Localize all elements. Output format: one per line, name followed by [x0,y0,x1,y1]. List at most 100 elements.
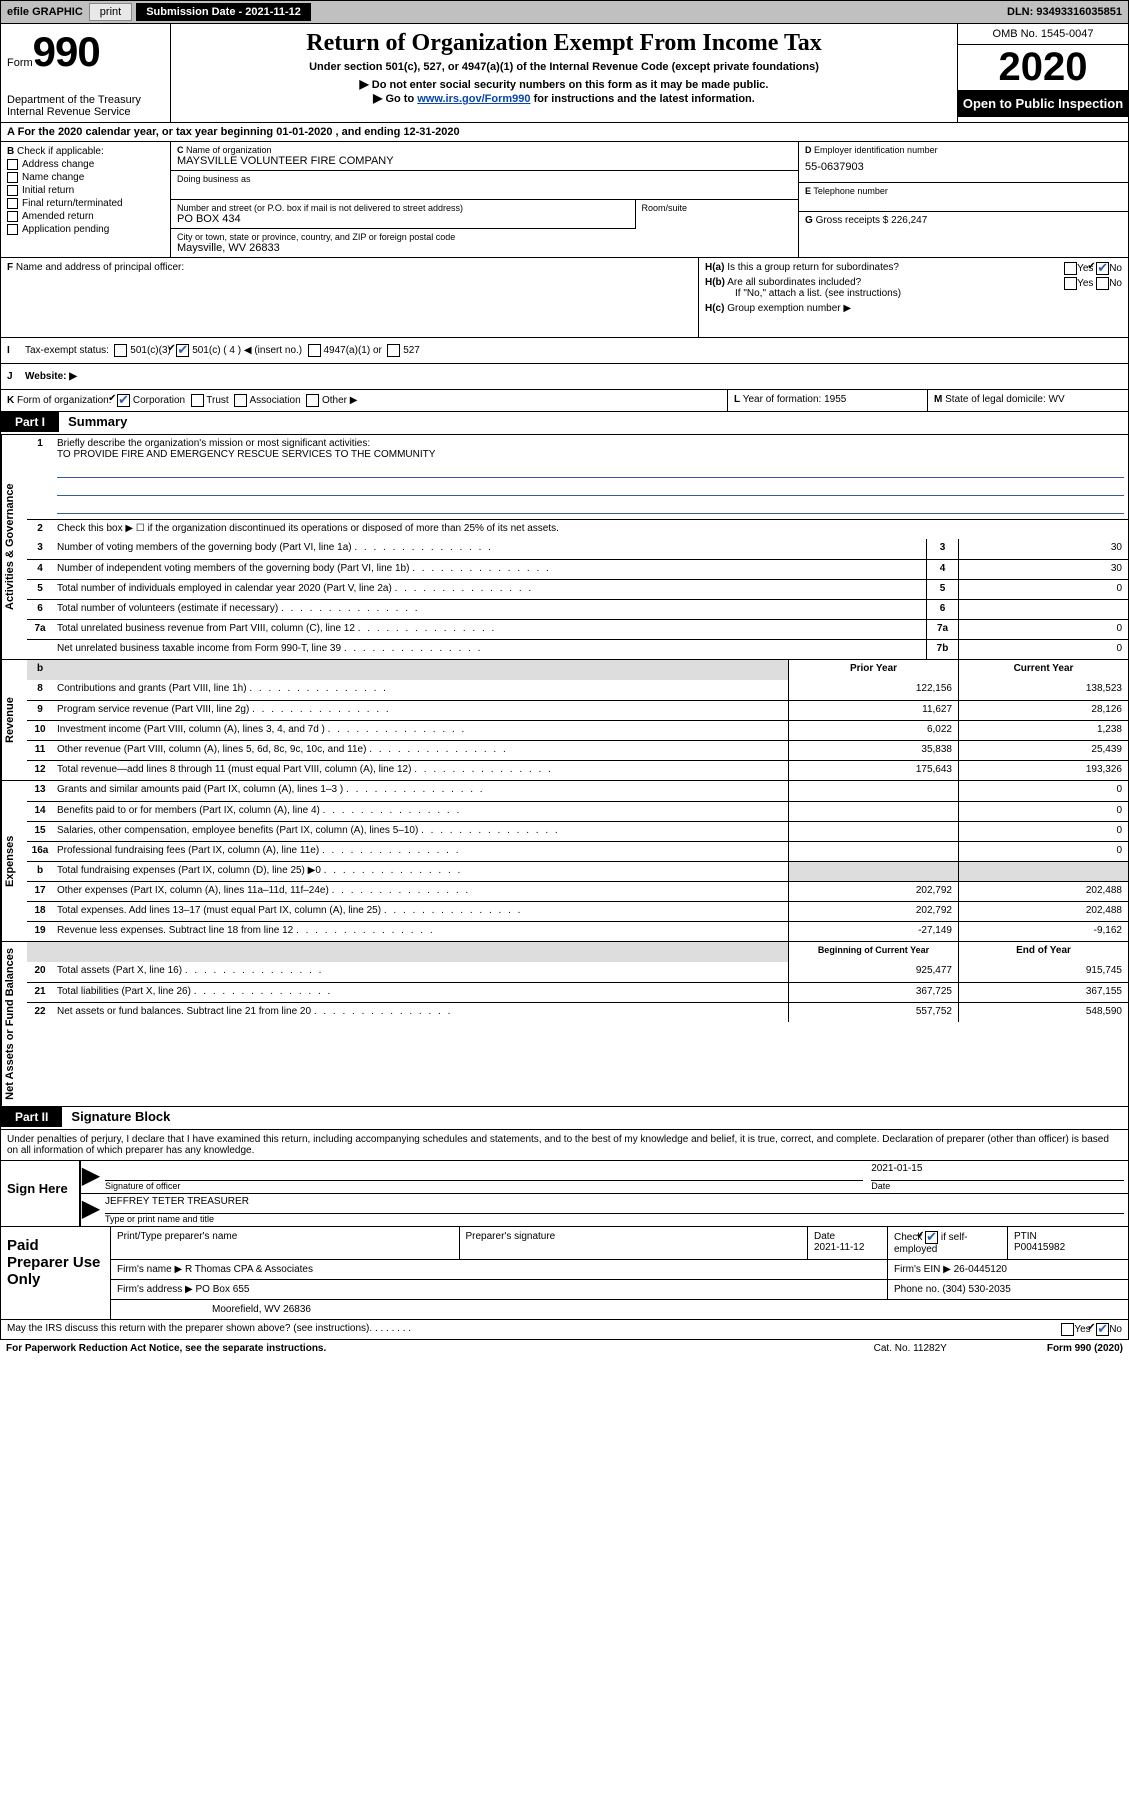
signature-block: Sign Here ▶ Signature of officer 2021-01… [0,1161,1129,1227]
department-text: Department of the Treasury [7,94,164,106]
line-no: 22 [27,1003,53,1022]
prior-value: 35,838 [788,741,958,760]
line-ref: 4 [926,560,958,579]
chk-other[interactable] [306,394,319,407]
line-no: 8 [27,680,53,700]
side-governance: Activities & Governance [1,435,27,659]
line-ref: 7b [926,640,958,659]
row-klm: K Form of organization: Corporation Trus… [0,390,1129,412]
chk-final-return[interactable] [7,198,18,209]
arrow-icon: ▶ [81,1194,101,1226]
line-text: Total number of volunteers (estimate if … [53,600,926,619]
print-button[interactable]: print [89,3,132,21]
instr-link[interactable]: www.irs.gov/Form990 [417,93,530,105]
chk-address-change[interactable] [7,159,18,170]
ein-value: 55-0637903 [805,155,1122,179]
omb-number: OMB No. 1545-0047 [958,24,1128,45]
col-current-year: Current Year [958,660,1128,680]
part-ii-header: Part II [1,1107,62,1127]
prep-name-label: Print/Type preparer's name [117,1231,237,1242]
section-fh: F Name and address of principal officer:… [0,258,1129,338]
line-no: 7a [27,620,53,639]
line-value: 0 [958,640,1128,659]
current-value: 28,126 [958,701,1128,720]
phone-no: (304) 530-2035 [942,1284,1010,1295]
line-text: Net assets or fund balances. Subtract li… [53,1003,788,1022]
side-netassets: Net Assets or Fund Balances [1,942,27,1106]
prior-value [788,842,958,861]
chk-trust[interactable] [191,394,204,407]
current-value: 193,326 [958,761,1128,780]
line-no: 11 [27,741,53,760]
summary-netassets: Net Assets or Fund Balances Beginning of… [0,942,1129,1107]
ha-no[interactable] [1096,262,1109,275]
chk-initial-return[interactable] [7,185,18,196]
date-label: Date [871,1181,1124,1191]
current-value: 0 [958,822,1128,841]
chk-amended-return[interactable] [7,211,18,222]
instr-2-post: for instructions and the latest informat… [531,93,755,105]
prior-value: 122,156 [788,680,958,700]
hb-yes[interactable] [1064,277,1077,290]
line-text: Number of independent voting members of … [53,560,926,579]
line2-text: Check this box ▶ ☐ if the organization d… [53,520,1128,539]
street-label: Number and street (or P.O. box if mail i… [177,203,629,213]
discuss-yes[interactable] [1061,1323,1074,1336]
address-block: B Check if applicable: Address change Na… [0,142,1129,258]
year-formation-label: Year of formation: [743,394,822,405]
discuss-text: May the IRS discuss this return with the… [7,1323,369,1336]
current-value: 138,523 [958,680,1128,700]
check-applicable-label: Check if applicable: [17,146,104,157]
open-public-badge: Open to Public Inspection [958,90,1128,117]
line-value [958,600,1128,619]
part-ii-title: Signature Block [65,1109,170,1124]
type-name-label: Type or print name and title [105,1214,1124,1224]
form-prefix: Form [7,57,33,69]
hb-no[interactable] [1096,277,1109,290]
irs-text: Internal Revenue Service [7,106,164,118]
current-value: 915,745 [958,962,1128,982]
instr-2-pre: Go to [385,93,417,105]
line-text: Total revenue—add lines 8 through 11 (mu… [53,761,788,780]
mission-label: Briefly describe the organization's miss… [57,438,370,449]
period-text: For the 2020 calendar year, or tax year … [18,126,460,138]
line-no: 13 [27,781,53,801]
current-value: 367,155 [958,983,1128,1002]
hb-label: Are all subordinates included? [727,277,861,288]
line-no: b [27,862,53,881]
cat-no: Cat. No. 11282Y [874,1343,947,1354]
chk-501c[interactable] [176,344,189,357]
line-no: 14 [27,802,53,821]
mission-text: TO PROVIDE FIRE AND EMERGENCY RESCUE SER… [57,449,1124,460]
line-no: 19 [27,922,53,941]
current-value: -9,162 [958,922,1128,941]
line-value: 30 [958,560,1128,579]
line-no: 4 [27,560,53,579]
line-no: 20 [27,962,53,982]
firm-name: R Thomas CPA & Associates [185,1264,313,1275]
discuss-no[interactable] [1096,1323,1109,1336]
chk-application-pending[interactable] [7,224,18,235]
org-name: MAYSVILLE VOLUNTEER FIRE COMPANY [177,155,792,167]
chk-501c3[interactable] [114,344,127,357]
line-text: Contributions and grants (Part VIII, lin… [53,680,788,700]
row-tax-exempt: I Tax-exempt status: 501(c)(3) 501(c) ( … [0,338,1129,364]
line-value: 0 [958,620,1128,639]
chk-527[interactable] [387,344,400,357]
chk-corporation[interactable] [117,394,130,407]
line-text: Total fundraising expenses (Part IX, col… [53,862,788,881]
chk-4947[interactable] [308,344,321,357]
prior-value: 175,643 [788,761,958,780]
chk-name-change[interactable] [7,172,18,183]
part-i-header: Part I [1,412,59,432]
firm-addr-label: Firm's address ▶ [117,1284,193,1295]
line-text: Benefits paid to or for members (Part IX… [53,802,788,821]
chk-association[interactable] [234,394,247,407]
line-text: Grants and similar amounts paid (Part IX… [53,781,788,801]
form-header: Form990 Department of the Treasury Inter… [0,24,1129,123]
line-ref: 5 [926,580,958,599]
ein-label: Employer identification number [814,145,938,155]
ha-yes[interactable] [1064,262,1077,275]
paid-preparer-block: Paid Preparer Use Only Print/Type prepar… [0,1227,1129,1320]
side-revenue: Revenue [1,660,27,780]
